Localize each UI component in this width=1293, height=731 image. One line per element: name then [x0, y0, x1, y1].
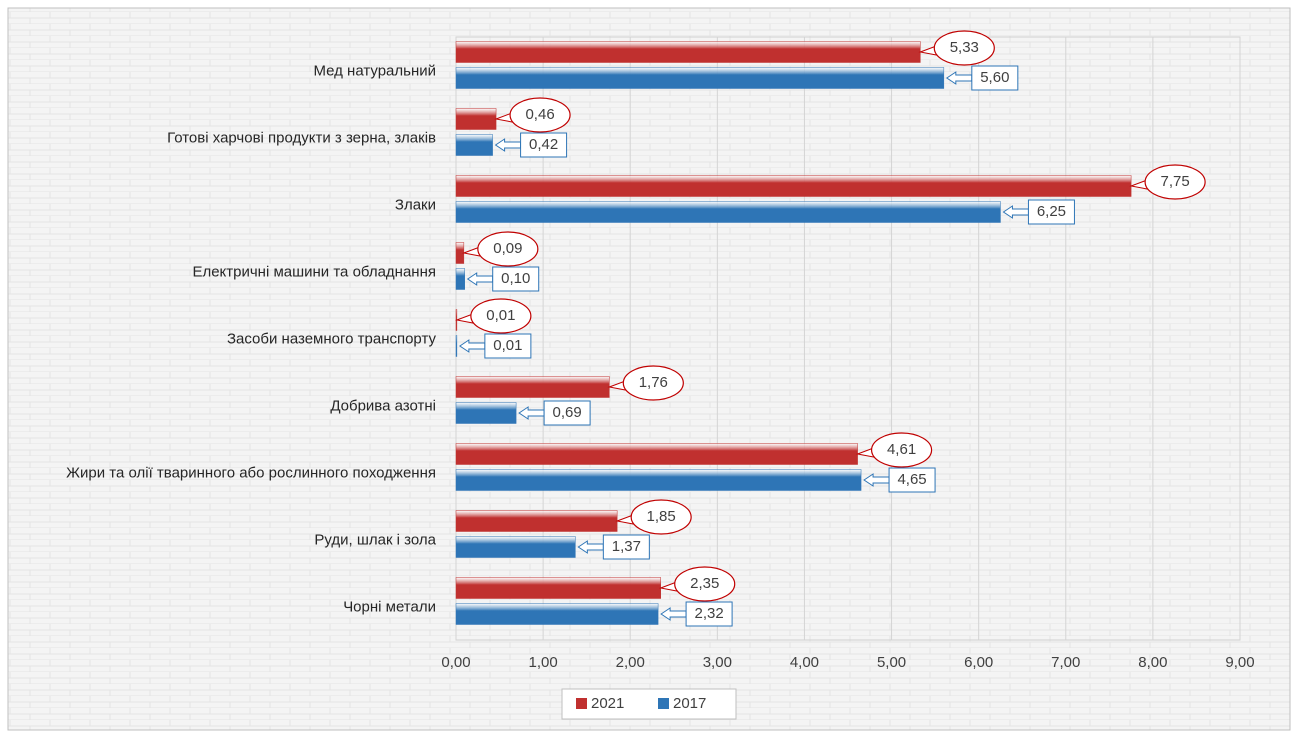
bar — [455, 510, 618, 532]
bar — [455, 175, 1132, 197]
legend-swatch — [576, 698, 587, 709]
x-tick-label: 5,00 — [877, 654, 906, 671]
data-label: 1,85 — [647, 508, 676, 525]
category-label: Добрива азотні — [330, 397, 436, 414]
bar — [455, 536, 576, 558]
bar — [455, 108, 497, 130]
callout — [888, 467, 936, 493]
callout — [933, 30, 995, 66]
category-label: Злаки — [394, 196, 436, 213]
bar — [455, 443, 858, 465]
bar — [455, 67, 945, 89]
data-label: 0,46 — [525, 106, 554, 123]
data-label: 2,32 — [694, 605, 723, 622]
bar — [455, 134, 493, 156]
callout — [520, 132, 568, 158]
category-label: Мед натуральний — [313, 62, 436, 79]
x-tick-label: 8,00 — [1138, 654, 1167, 671]
legend-box — [561, 688, 737, 720]
data-label: 0,01 — [486, 307, 515, 324]
data-label: 0,69 — [553, 404, 582, 421]
callout — [492, 266, 540, 292]
callout — [1144, 164, 1206, 200]
data-label: 0,10 — [501, 270, 530, 287]
callout — [509, 97, 571, 133]
data-label: 4,65 — [897, 471, 926, 488]
legend-swatch — [658, 698, 669, 709]
data-label: 1,76 — [639, 374, 668, 391]
callout — [971, 65, 1019, 91]
bar — [455, 603, 659, 625]
bar — [455, 268, 465, 290]
callout — [543, 400, 591, 426]
callout — [477, 231, 539, 267]
data-label: 0,42 — [529, 136, 558, 153]
bar — [455, 402, 517, 424]
data-label: 2,35 — [690, 575, 719, 592]
callout — [484, 333, 532, 359]
callout — [630, 499, 692, 535]
data-label: 1,37 — [612, 538, 641, 555]
x-tick-label: 2,00 — [616, 654, 645, 671]
data-label: 0,01 — [493, 337, 522, 354]
category-label: Жири та олії тваринного або рослинного п… — [66, 464, 436, 481]
callout — [470, 298, 532, 334]
data-label: 6,25 — [1037, 203, 1066, 220]
x-tick-label: 6,00 — [964, 654, 993, 671]
callout — [622, 365, 684, 401]
x-tick-label: 0,00 — [441, 654, 470, 671]
x-tick-label: 7,00 — [1051, 654, 1080, 671]
data-label: 5,60 — [980, 69, 1009, 86]
data-label: 7,75 — [1161, 173, 1190, 190]
bar — [455, 577, 661, 599]
callout — [1027, 199, 1075, 225]
callout — [870, 432, 933, 468]
callout — [602, 534, 650, 560]
bar — [455, 335, 458, 357]
data-label: 5,33 — [950, 39, 979, 56]
x-tick-label: 4,00 — [790, 654, 819, 671]
callout — [685, 601, 733, 627]
x-tick-label: 9,00 — [1225, 654, 1254, 671]
bar — [455, 469, 862, 491]
category-label: Засоби наземного транспорту — [226, 330, 436, 347]
callout — [674, 566, 736, 602]
category-label: Чорні метали — [343, 598, 436, 615]
category-label: Готові харчові продукти з зерна, злаків — [167, 129, 436, 146]
category-label: Електричні машини та обладнання — [192, 263, 436, 280]
x-tick-label: 1,00 — [529, 654, 558, 671]
x-tick-label: 3,00 — [703, 654, 732, 671]
bar — [455, 376, 610, 398]
data-label: 0,09 — [493, 240, 522, 257]
bar — [455, 41, 921, 63]
legend-label: 2017 — [673, 695, 706, 712]
data-label: 4,61 — [887, 441, 916, 458]
legend-label: 2021 — [591, 695, 624, 712]
category-label: Руди, шлак і зола — [314, 531, 436, 548]
bar — [455, 201, 1001, 223]
